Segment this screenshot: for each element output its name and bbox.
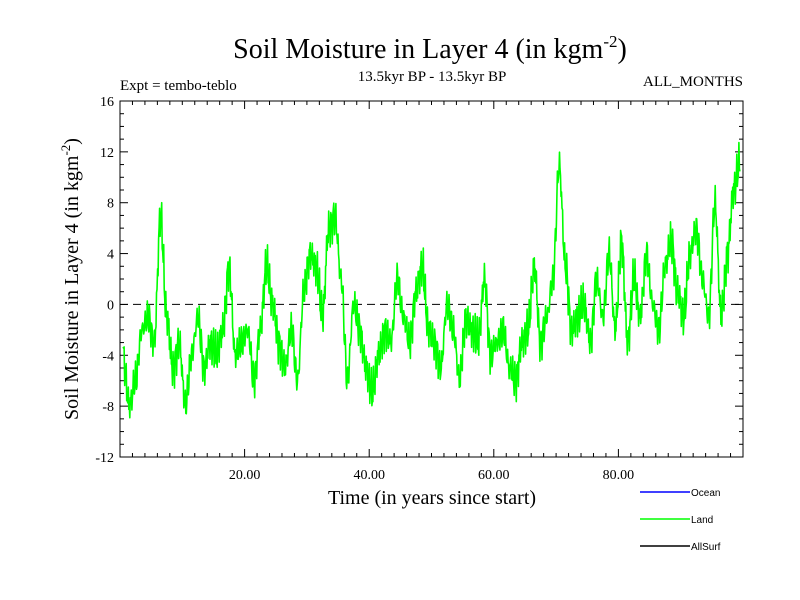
y-tick-label: 16 <box>100 95 114 110</box>
x-tick-label: 20.00 <box>229 468 261 483</box>
legend: Ocean Land AllSurf <box>640 488 721 553</box>
y-tick-label: -4 <box>102 349 114 364</box>
y-axis-label: Soil Moisture in Layer 4 (in kgm-2) <box>58 138 83 420</box>
y-axis-ticks: -12 -8 -4 0 4 8 12 16 <box>95 95 743 466</box>
x-tick-label: 60.00 <box>478 468 510 483</box>
x-tick-label: 40.00 <box>353 468 385 483</box>
y-tick-label: 8 <box>107 197 114 212</box>
series-line-land <box>122 141 741 419</box>
x-axis-label: Time (in years since start) <box>328 487 536 509</box>
y-tick-label: 12 <box>100 146 114 161</box>
series-group <box>122 141 741 419</box>
subtitle-experiment: Expt = tembo-teblo <box>120 78 237 94</box>
subtitle-period: 13.5kyr BP - 13.5kyr BP <box>358 69 507 85</box>
chart-title: Soil Moisture in Layer 4 (in kgm-2) <box>233 32 627 65</box>
y-tick-label: -8 <box>102 400 114 415</box>
y-tick-label: 0 <box>107 298 114 313</box>
y-tick-label: -12 <box>95 451 114 466</box>
subtitle-months: ALL_MONTHS <box>643 74 743 90</box>
legend-label-allsurf: AllSurf <box>691 542 721 553</box>
y-tick-label: 4 <box>107 248 114 263</box>
x-axis-ticks: 20.00 40.00 60.00 80.00 <box>131 101 732 483</box>
x-tick-label: 80.00 <box>603 468 635 483</box>
legend-label-land: Land <box>691 515 713 526</box>
legend-label-ocean: Ocean <box>691 488 720 499</box>
